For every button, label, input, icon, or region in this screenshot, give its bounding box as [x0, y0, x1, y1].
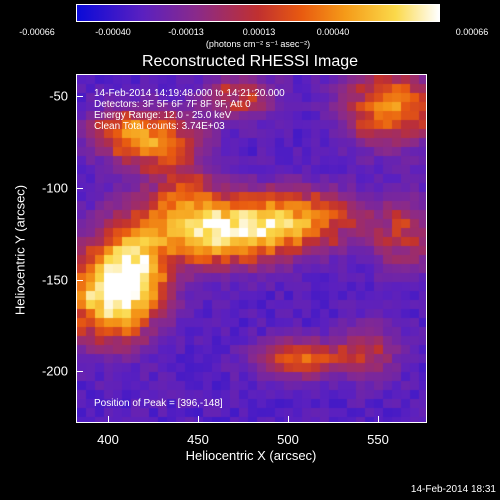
- x-tick-mark: [378, 416, 379, 423]
- colorbar-tick: 0.00066: [455, 27, 489, 37]
- colorbar-tick: -0.00040: [95, 27, 131, 37]
- plot-area: 14-Feb-2014 14:19:48.000 to 14:21:20.000…: [76, 74, 427, 423]
- rhessi-image: [77, 75, 426, 422]
- colorbar-tick: 0.00040: [316, 27, 350, 37]
- colorbar-tick: 0.00013: [242, 27, 276, 37]
- x-tick-label: 400: [97, 432, 119, 447]
- info-time-range: 14-Feb-2014 14:19:48.000 to 14:21:20.000: [94, 88, 285, 99]
- y-tick-label: -50: [49, 88, 68, 104]
- colorbar: [76, 4, 440, 22]
- info-detectors: Detectors: 3F 5F 6F 7F 8F 9F, Att 0: [94, 99, 251, 110]
- colorbar-tick: -0.00013: [168, 27, 204, 37]
- x-tick-mark: [288, 416, 289, 423]
- x-tick-mark: [198, 416, 199, 423]
- info-energy-range: Energy Range: 12.0 - 25.0 keV: [94, 110, 232, 121]
- y-tick-mark: [76, 96, 83, 97]
- y-axis-label: Heliocentric Y (arcsec): [12, 184, 28, 316]
- x-tick-label: 500: [277, 432, 299, 447]
- y-tick-mark: [76, 371, 83, 372]
- y-tick-label: -200: [41, 363, 68, 379]
- colorbar-units: (photons cm⁻² s⁻¹ asec⁻²): [205, 39, 311, 49]
- x-tick-label: 550: [367, 432, 389, 447]
- x-tick-label: 450: [187, 432, 209, 447]
- plot-title: Reconstructed RHESSI Image: [141, 53, 359, 70]
- plot-timestamp: 14-Feb-2014 18:31: [410, 484, 496, 495]
- y-tick-label: -150: [41, 272, 68, 288]
- y-tick-mark: [76, 280, 83, 281]
- x-tick-mark: [108, 416, 109, 423]
- y-tick-mark: [76, 188, 83, 189]
- info-peak-position: Position of Peak = [396,-148]: [94, 398, 223, 409]
- x-axis-label: Heliocentric X (arcsec): [185, 448, 317, 463]
- info-total-counts: Clean Total counts: 3.74E+03: [94, 121, 225, 132]
- colorbar-tick: -0.00066: [19, 27, 55, 37]
- y-tick-label: -100: [41, 180, 68, 196]
